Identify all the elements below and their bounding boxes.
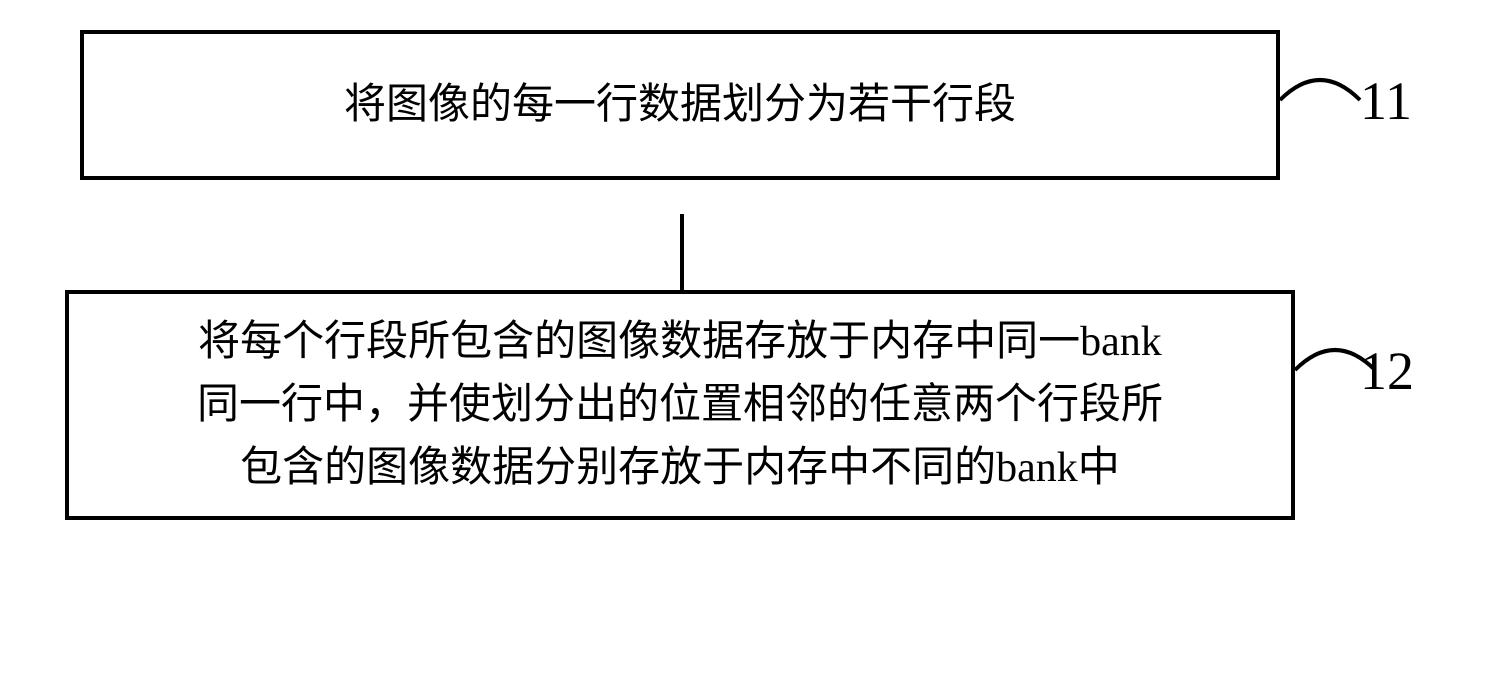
step-label-12: 12 <box>1360 340 1414 402</box>
step-12-line1: 将每个行段所包含的图像数据存放于内存中同一bank <box>198 319 1162 365</box>
step-11-text: 将图像的每一行数据划分为若干行段 <box>324 64 1036 147</box>
flowchart-container: 将图像的每一行数据划分为若干行段 11 将每个行段所包含的图像数据存放于内存中同… <box>50 30 1450 520</box>
flow-step-12: 将每个行段所包含的图像数据存放于内存中同一bank 同一行中，并使划分出的位置相… <box>65 290 1295 520</box>
flow-step-11: 将图像的每一行数据划分为若干行段 <box>80 30 1280 180</box>
step-12-text: 将每个行段所包含的图像数据存放于内存中同一bank 同一行中，并使划分出的位置相… <box>177 301 1183 510</box>
step-label-11: 11 <box>1360 70 1412 132</box>
step-12-line3: 包含的图像数据分别存放于内存中不同的bank中 <box>240 445 1120 491</box>
step-12-line2: 同一行中，并使划分出的位置相邻的任意两个行段所 <box>197 382 1163 428</box>
